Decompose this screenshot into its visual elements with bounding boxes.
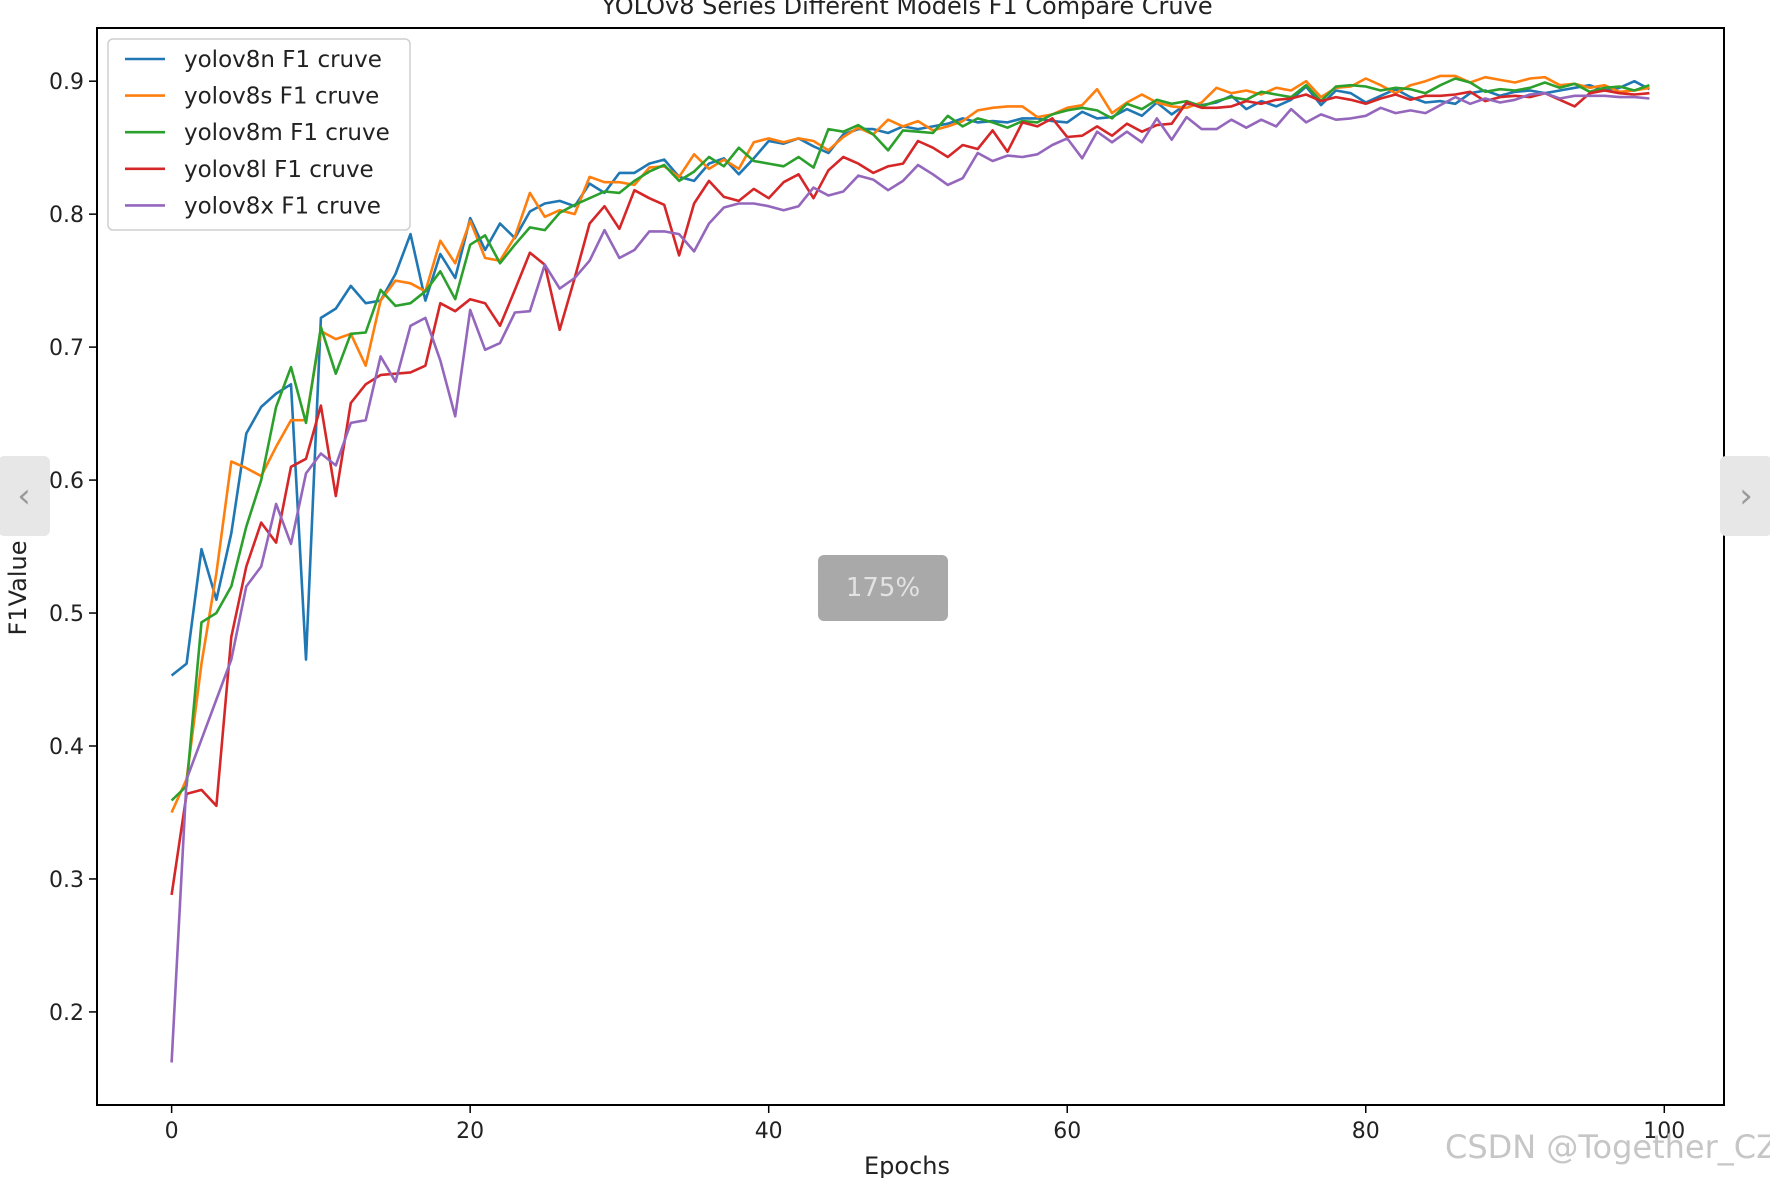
x-tick-label: 20	[456, 1119, 484, 1144]
zoom-level-badge: 175%	[818, 555, 948, 621]
next-image-button[interactable]: ›	[1720, 456, 1770, 536]
legend-box	[107, 38, 411, 231]
prev-image-button[interactable]: ‹	[0, 456, 50, 536]
y-tick-label: 0.6	[49, 469, 84, 494]
legend-label-4: yolov8l F1 cruve	[184, 157, 374, 183]
legend-label-2: yolov8s F1 cruve	[184, 84, 379, 110]
legend: yolov8n F1 cruve yolov8s F1 cruve yolov8m …	[107, 38, 411, 231]
plot-area	[170, 74, 1651, 1063]
series-line-1	[170, 79, 1651, 677]
legend-label-1: yolov8n F1 cruve	[184, 47, 382, 73]
x-tick-label: 100	[1643, 1119, 1685, 1144]
y-tick-label: 0.7	[49, 336, 84, 361]
legend-label-5: yolov8x F1 cruve	[184, 193, 381, 219]
y-tick-label: 0.3	[49, 868, 84, 893]
legend-label-3: yolov8m F1 cruve	[184, 120, 390, 146]
plot-frame	[96, 27, 1725, 1106]
series-line-5	[170, 91, 1650, 1063]
chevron-right-icon: ›	[1739, 476, 1753, 516]
watermark: CSDN @Together_CZ	[1445, 1128, 1770, 1166]
x-tick-label: 60	[1053, 1119, 1081, 1144]
x-tick-label: 0	[165, 1119, 179, 1144]
chart-title: YOLOv8 Series Different Models F1 Compar…	[600, 0, 1212, 20]
x-tick-label: 80	[1352, 1119, 1380, 1144]
y-tick-label: 0.4	[49, 735, 84, 760]
series-line-4	[170, 89, 1650, 896]
y-tick-label: 0.9	[49, 70, 84, 95]
axes: 0 20 40 60 80 100 0.2 0.3 0.4 0.5 0.6 0.7 0.8 0.9	[49, 70, 1685, 1144]
series-line-3	[170, 77, 1650, 802]
x-tick-label: 40	[755, 1119, 783, 1144]
y-tick-label: 0.5	[49, 602, 84, 627]
chevron-left-icon: ‹	[17, 476, 31, 516]
y-tick-label: 0.2	[49, 1001, 84, 1026]
y-tick-label: 0.8	[49, 203, 84, 228]
y-axis-label: F1Value	[4, 541, 32, 636]
x-axis-label: Epochs	[864, 1152, 950, 1178]
